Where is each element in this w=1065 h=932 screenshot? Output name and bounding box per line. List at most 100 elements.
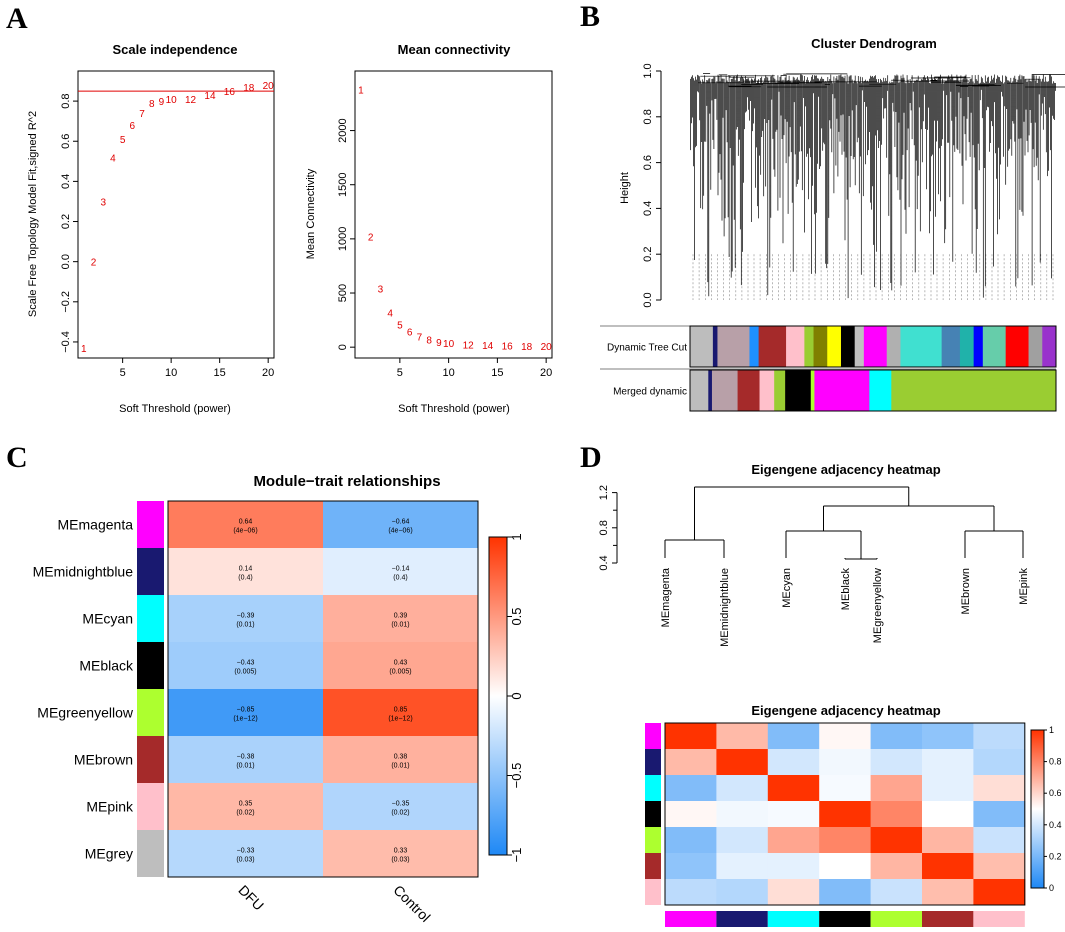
data-point-label: 20 [541, 342, 553, 353]
heatmap-cell [168, 642, 323, 689]
column-label: Control [390, 882, 433, 925]
module-color-segment [1042, 326, 1057, 367]
heatmap-cell [767, 853, 820, 880]
data-point-label: 7 [417, 332, 423, 343]
heatmap-cell [665, 801, 717, 828]
y-tick-label: 2000 [337, 118, 349, 142]
cell-value: 0.33 [394, 848, 408, 855]
heatmap-cell [323, 595, 478, 642]
y-tick-label: 1.2 [598, 485, 610, 500]
eigengene-heatmap: Eigengene adjacency heatmap 0 0.2 0.4 0.6 0.… [645, 703, 1062, 927]
module-row-label: MEpink [86, 799, 134, 815]
cell-value: −0.33 [237, 848, 255, 855]
heatmap-cell [168, 783, 323, 830]
cell-pvalue: (0.02) [391, 810, 409, 817]
heatmap-cell [168, 548, 323, 595]
heatmap-cell [168, 689, 323, 736]
data-point-label: 2 [368, 233, 374, 244]
module-color-segment [774, 370, 786, 411]
module-color-segment [804, 326, 814, 367]
heatmap-cell [870, 749, 923, 776]
module-color-segment [749, 326, 760, 367]
chart-title: Eigengene adjacency heatmap [751, 462, 940, 477]
x-tick-label: 15 [214, 367, 226, 379]
module-color-segment [1028, 326, 1043, 367]
y-tick-label: 0.8 [642, 109, 654, 124]
module-color-swatch [137, 642, 164, 689]
y-tick-label: 1500 [337, 172, 349, 196]
module-color-swatch [645, 853, 661, 879]
heatmap-cell [323, 830, 478, 877]
heatmap-cell [323, 689, 478, 736]
heatmap-cell [819, 749, 872, 776]
legend-tick-label: 0.8 [1049, 757, 1062, 767]
module-color-swatch [665, 911, 717, 927]
cell-value: 0.39 [394, 613, 408, 620]
module-color-segment [891, 370, 1057, 411]
module-color-segment [810, 370, 815, 411]
mean-connectivity-chart: Mean connectivity Soft Threshold (power)… [305, 42, 553, 415]
data-point-label: 18 [521, 342, 533, 353]
module-color-segment [1005, 326, 1029, 367]
heatmap-cell [665, 853, 717, 880]
heatmap-cell [665, 879, 717, 906]
data-point-label: 9 [436, 338, 442, 349]
data-point-label: 16 [502, 342, 514, 353]
heatmap-frame [167, 500, 479, 878]
cell-value: 0.35 [239, 801, 253, 808]
panel-letter-d: D [580, 441, 602, 474]
heatmap-cell [168, 595, 323, 642]
dendrogram-branches [690, 73, 1065, 299]
module-row-label: MEgreenyellow [37, 705, 134, 721]
module-color-segment [785, 370, 812, 411]
panel-letter-c: C [6, 441, 28, 474]
module-color-swatch [819, 911, 871, 927]
heatmap-cell [716, 853, 769, 880]
cell-value: 0.43 [394, 660, 408, 667]
x-axis-label: Soft Threshold (power) [119, 403, 231, 415]
module-color-segment [711, 370, 738, 411]
cell-value: 0.14 [239, 566, 253, 573]
x-tick-label: 20 [262, 367, 274, 379]
module-color-swatch [137, 595, 164, 642]
module-color-segment [690, 326, 714, 367]
heatmap-cell [922, 879, 974, 906]
heatmap-cell [973, 853, 1026, 880]
y-tick-label: 0.4 [60, 174, 72, 189]
module-color-segment [690, 370, 709, 411]
heatmap-cell [323, 783, 478, 830]
cell-pvalue: (0.4) [393, 575, 407, 582]
color-legend-bar [1030, 729, 1045, 889]
leaf-label: MEmagenta [660, 567, 672, 627]
heatmap-cell [665, 827, 717, 854]
color-legend-bar [488, 536, 508, 856]
module-color-segment [758, 326, 787, 367]
module-color-swatch [137, 689, 164, 736]
heatmap-cell [716, 749, 769, 776]
cell-value: −0.14 [392, 566, 410, 573]
chart-title: Scale independence [113, 42, 238, 57]
x-tick-label: 20 [540, 367, 552, 379]
heatmap-cell [922, 853, 974, 880]
heatmap-cell [323, 642, 478, 689]
heatmap-cell [323, 501, 478, 548]
heatmap-cell [870, 827, 923, 854]
heatmap-cell [767, 827, 820, 854]
cell-pvalue: (0.005) [234, 669, 256, 676]
module-color-segment [854, 326, 865, 367]
cell-value: −0.35 [392, 801, 410, 808]
heatmap-cell [168, 501, 323, 548]
data-point-label: 9 [159, 97, 165, 108]
heatmap-cell [767, 749, 820, 776]
module-color-swatch [645, 827, 661, 853]
cell-pvalue: (0.01) [236, 622, 254, 629]
module-color-swatch [137, 830, 164, 877]
y-tick-label: 0.6 [60, 134, 72, 149]
legend-tick-label: 0.6 [1049, 788, 1062, 798]
chart-title: Cluster Dendrogram [811, 36, 937, 51]
module-color-swatch [645, 749, 661, 775]
module-color-swatch [870, 911, 922, 927]
module-color-segment [712, 326, 718, 367]
y-tick-label: 0.8 [598, 520, 610, 535]
